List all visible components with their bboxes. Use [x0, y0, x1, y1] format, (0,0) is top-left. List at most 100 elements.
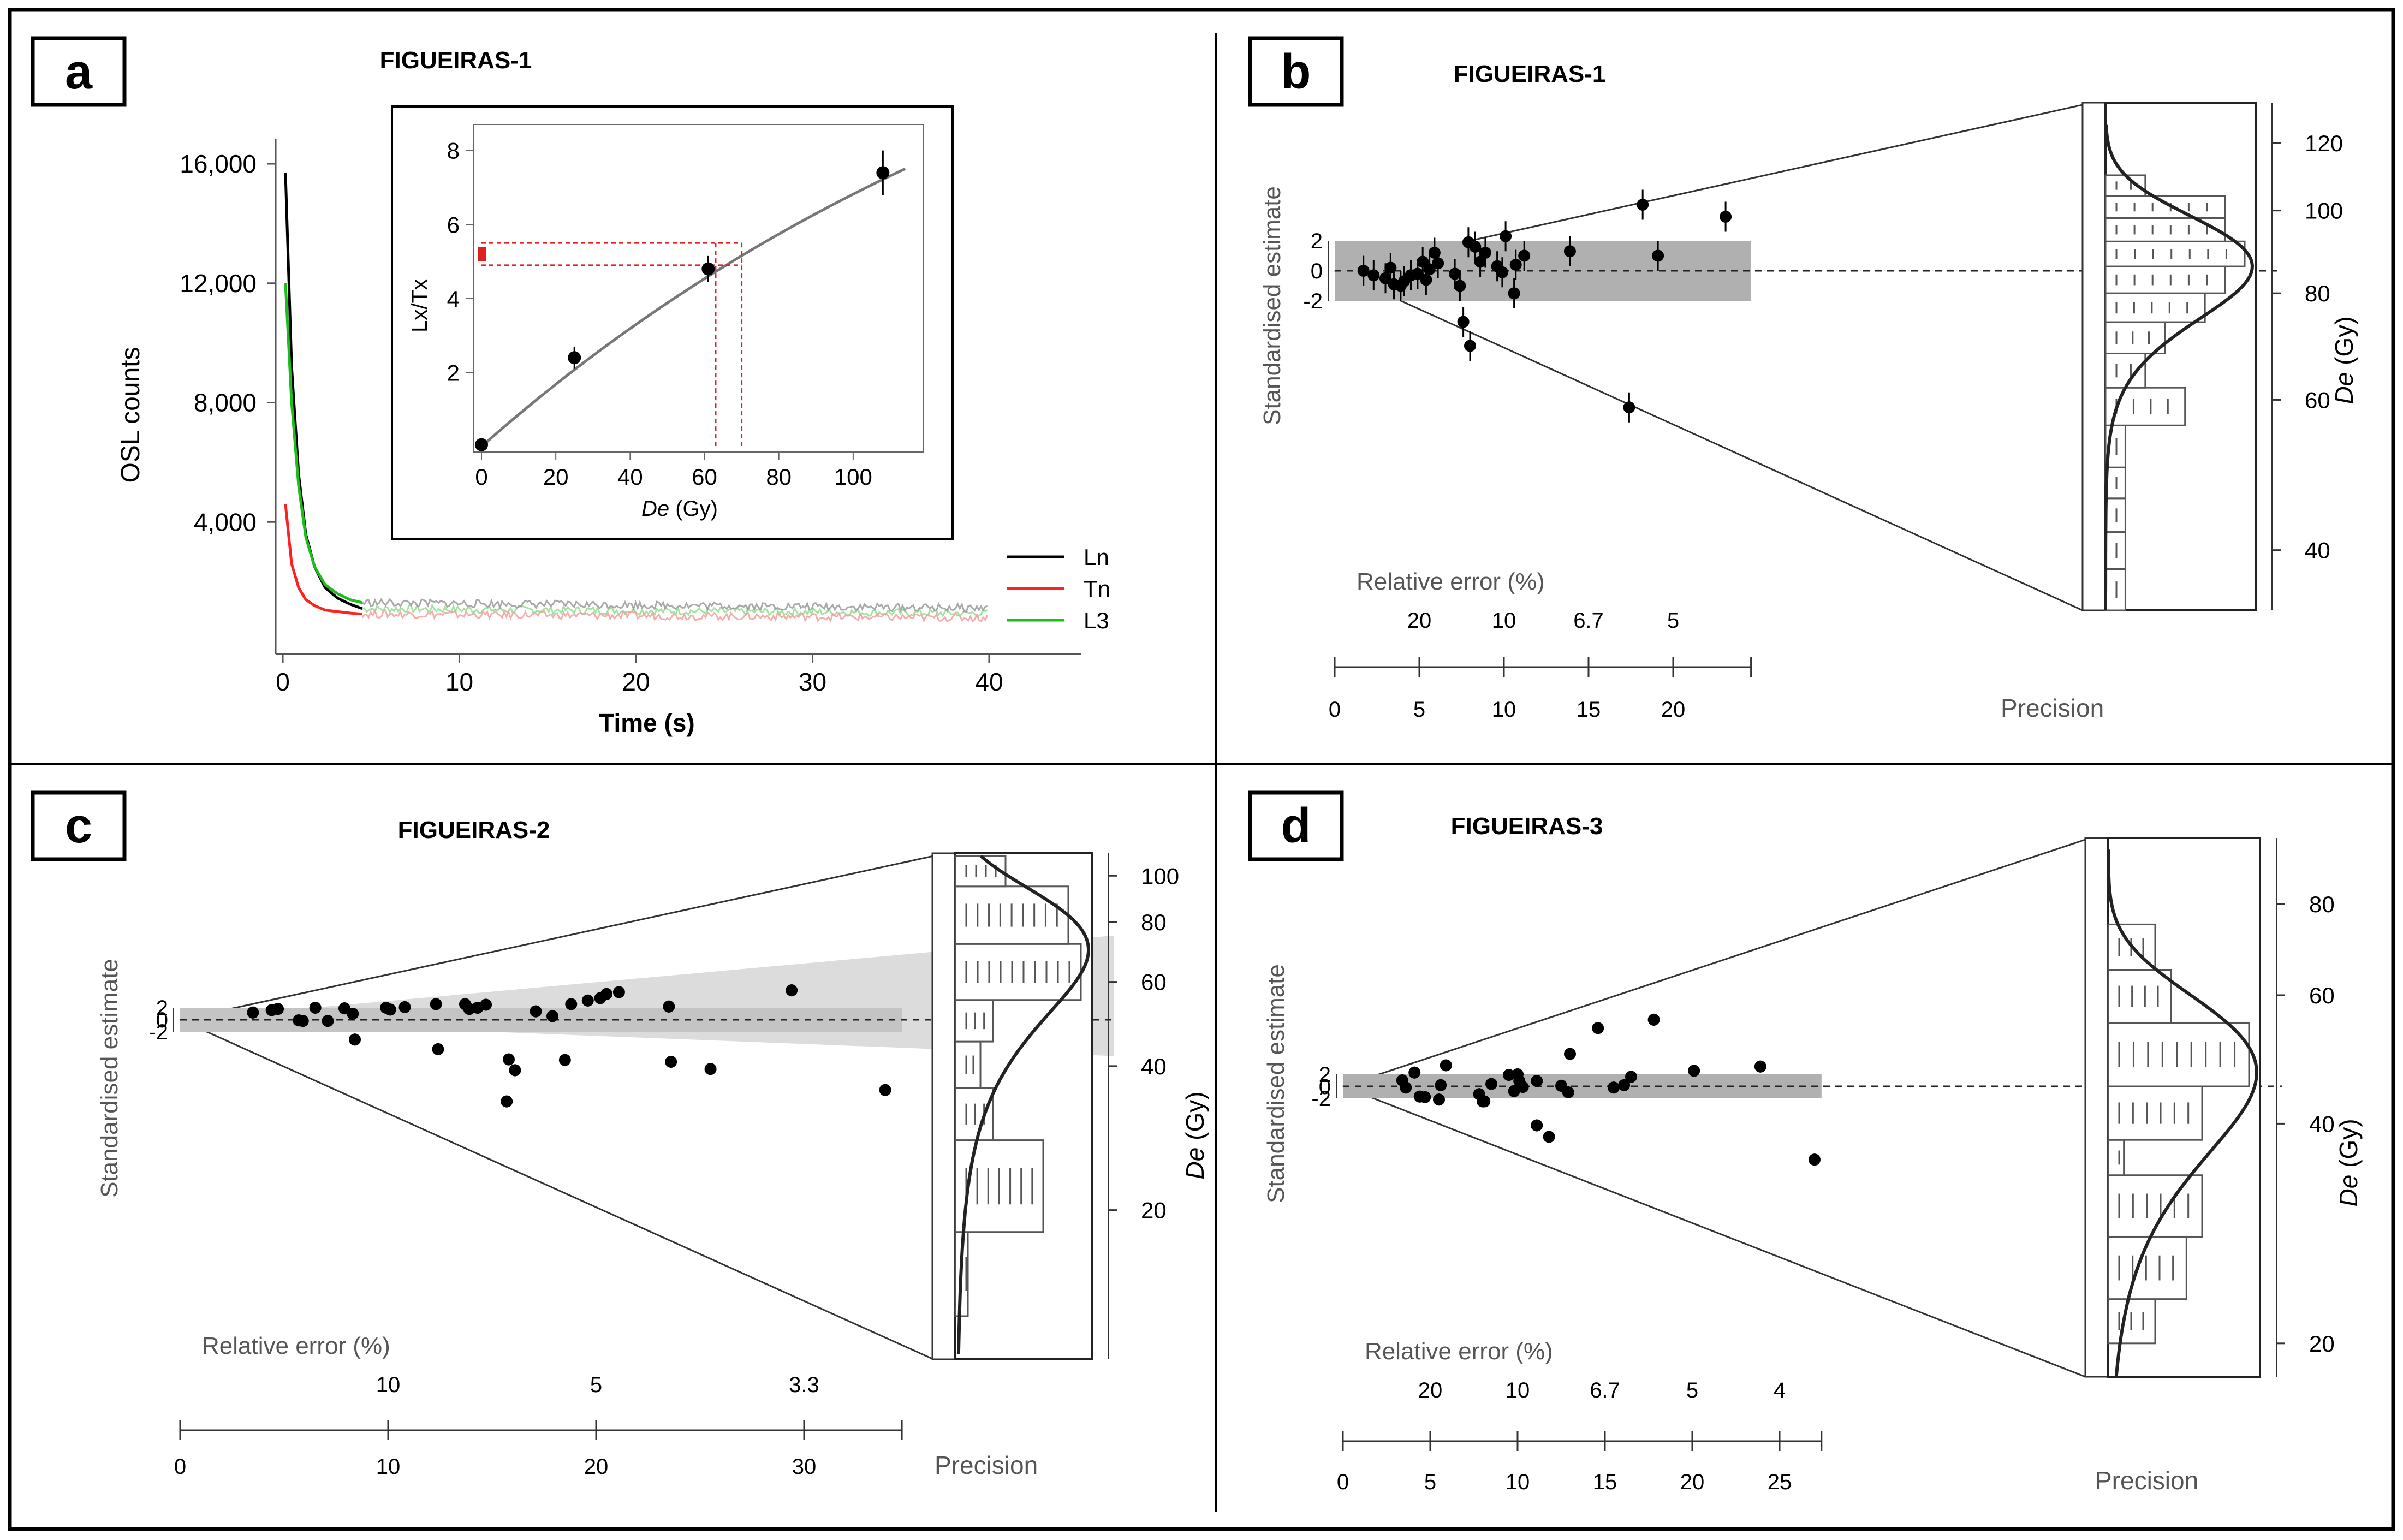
data-point	[1457, 316, 1470, 328]
inset-y-tick-label: 2	[447, 360, 460, 385]
data-point	[475, 438, 488, 451]
histogram-bar	[954, 855, 1007, 888]
data-point	[600, 988, 613, 1000]
x-tick-labels: 0 10 20 30 40	[276, 654, 1003, 696]
data-point	[701, 262, 715, 276]
data-point	[296, 1015, 309, 1027]
de-tick-label: 20	[1141, 1198, 1167, 1223]
legend: Ln Tn L3	[1007, 544, 1110, 633]
panel-title: FIGUEIRAS-1	[380, 47, 532, 74]
data-point	[565, 998, 578, 1010]
data-point	[501, 1095, 513, 1108]
data-point	[1509, 259, 1522, 271]
precision-tick-label: 10	[376, 1455, 401, 1479]
data-point	[530, 1005, 542, 1018]
y-tick-label: 16,000	[180, 150, 257, 178]
data-point	[432, 1043, 444, 1055]
precision-label: Precision	[935, 1451, 1038, 1479]
data-point	[1563, 245, 1576, 258]
panel-letter: d	[1281, 799, 1311, 853]
inset-x-axis-label: De (Gy)	[641, 497, 718, 521]
data-point	[1562, 1086, 1574, 1098]
relative-error-label: Relative error (%)	[202, 1333, 390, 1359]
arc-frame	[931, 852, 956, 1360]
relative-error-tick: 10	[1492, 609, 1516, 633]
data-point	[1379, 272, 1391, 284]
right-axis-label: De (Gy)	[2330, 316, 2358, 404]
data-point	[1357, 265, 1370, 277]
std-tick-label: -2	[1303, 289, 1323, 313]
y-tick-labels: 4,000 8,000 12,000 16,000	[180, 150, 276, 536]
panel-letter-box	[31, 36, 127, 107]
std-tick-label: 0	[156, 1008, 168, 1032]
data-point	[1564, 1048, 1576, 1060]
precision-tick-label: 15	[1593, 1470, 1617, 1494]
y-tick-label: 4,000	[194, 508, 257, 536]
histogram-bar	[2107, 1139, 2125, 1176]
data-point	[1449, 267, 1461, 280]
data-point	[1433, 1093, 1445, 1106]
relative-error-tick: 3.3	[789, 1373, 819, 1397]
data-point	[1423, 263, 1436, 276]
data-point	[272, 1003, 284, 1015]
precision-tick-label: 10	[1492, 698, 1516, 722]
std-tick-label: 2	[156, 996, 168, 1020]
series-tail-Tn	[361, 608, 989, 623]
data-point	[1518, 249, 1531, 262]
y-axis-label: OSL counts	[116, 347, 145, 483]
histogram-bar	[954, 1087, 994, 1141]
data-point	[1720, 211, 1732, 223]
panel-letter-box	[1248, 790, 1344, 861]
x-tick-label: 30	[799, 668, 826, 696]
histogram-bar	[2104, 240, 2246, 267]
data-point	[663, 1000, 675, 1013]
panel-letter: c	[65, 799, 92, 853]
precision-label: Precision	[2095, 1466, 2198, 1495]
data-point	[1400, 1081, 1412, 1094]
panel-letter-box	[1248, 36, 1344, 107]
data-point	[1543, 1131, 1555, 1143]
data-point	[1688, 1065, 1700, 1077]
kde-curve	[2104, 124, 2255, 610]
series-tail-L3	[361, 597, 988, 613]
data-point	[502, 1053, 515, 1066]
inset-ticks: 0 20 40 60 80 100 2 4 6 8	[447, 138, 872, 490]
x-tick-label: 10	[445, 668, 473, 696]
data-point	[1440, 1059, 1452, 1072]
precision-tick-label: 10	[1506, 1470, 1530, 1494]
data-point	[1503, 1069, 1515, 1081]
legend-label: Tn	[1084, 576, 1110, 602]
de-tick-label: 100	[1141, 863, 1179, 889]
histogram-bar	[2104, 195, 2226, 219]
relative-error-tick: 5	[1667, 609, 1679, 633]
data-point	[1419, 1091, 1431, 1103]
inset-plot-area	[473, 124, 924, 453]
precision-tick-label: 5	[1413, 698, 1425, 722]
data-point	[1432, 257, 1444, 270]
std-tick-label: -2	[148, 1020, 168, 1044]
data-point	[247, 1006, 259, 1019]
kde-curve	[956, 854, 1091, 1354]
histogram-bar	[2104, 265, 2226, 294]
panel-letter-box	[31, 790, 127, 861]
right-axis-label: De (Gy)	[2334, 1119, 2363, 1206]
y-axis-label: Standardised estimate	[1263, 964, 1289, 1203]
data-point	[322, 1015, 334, 1027]
data-point	[1508, 287, 1520, 300]
inset-x-tick-label: 100	[834, 464, 872, 490]
decay-tails	[361, 597, 989, 623]
histogram-bar	[2107, 968, 2172, 1024]
data-point	[1478, 1095, 1491, 1108]
data-point	[1474, 255, 1486, 268]
data-point	[1652, 249, 1664, 262]
precision-tick-label: 20	[1680, 1470, 1705, 1494]
relative-error-tick: 5	[590, 1373, 602, 1397]
data-point	[384, 1003, 396, 1016]
histogram-bar	[2104, 352, 2146, 389]
data-point	[581, 994, 594, 1007]
de-tick-label: 20	[2309, 1331, 2335, 1357]
data-point	[1754, 1060, 1766, 1073]
